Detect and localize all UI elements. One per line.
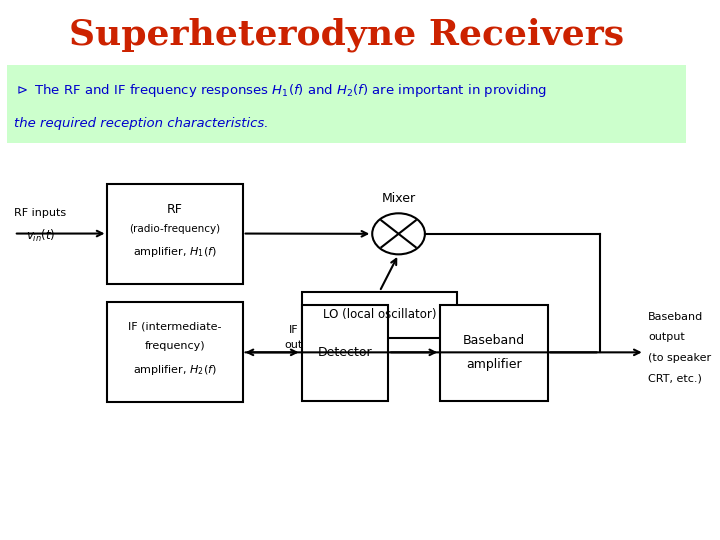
- Text: amplifier: amplifier: [466, 358, 522, 371]
- Bar: [302, 305, 388, 401]
- Text: out: out: [284, 340, 302, 350]
- Circle shape: [372, 213, 425, 254]
- Text: Superheterodyne Receivers: Superheterodyne Receivers: [69, 18, 624, 52]
- Bar: [302, 292, 457, 338]
- Text: Detector: Detector: [318, 346, 372, 359]
- Text: RF inputs: RF inputs: [14, 208, 66, 218]
- FancyBboxPatch shape: [7, 65, 686, 143]
- Text: (radio-frequency): (radio-frequency): [130, 224, 220, 234]
- Text: Baseband: Baseband: [648, 312, 703, 322]
- Text: Baseband: Baseband: [463, 334, 525, 347]
- Text: Mixer: Mixer: [382, 192, 415, 205]
- Text: CRT, etc.): CRT, etc.): [648, 373, 702, 383]
- Text: the required reception characteristics.: the required reception characteristics.: [14, 117, 269, 130]
- Text: IF: IF: [289, 325, 298, 335]
- Text: $\mathit{v}_{in}(t)$: $\mathit{v}_{in}(t)$: [27, 228, 56, 244]
- Text: amplifier, $\mathit{H}_1(\mathit{f})$: amplifier, $\mathit{H}_1(\mathit{f})$: [133, 246, 217, 259]
- Text: frequency): frequency): [145, 341, 205, 351]
- Text: output: output: [648, 332, 685, 342]
- Bar: [107, 184, 243, 284]
- Bar: [107, 302, 243, 402]
- Bar: [440, 305, 548, 401]
- Text: LO (local oscillator): LO (local oscillator): [323, 308, 436, 321]
- Text: RF: RF: [167, 202, 183, 216]
- Text: amplifier, $\mathit{H}_2(\mathit{f})$: amplifier, $\mathit{H}_2(\mathit{f})$: [133, 363, 217, 376]
- Text: $\vartriangleright$ The RF and IF frequency responses $\mathit{H}_1(\mathit{f})$: $\vartriangleright$ The RF and IF freque…: [14, 82, 546, 99]
- Text: (to speaker: (to speaker: [648, 353, 711, 363]
- Text: IF (intermediate-: IF (intermediate-: [128, 321, 222, 332]
